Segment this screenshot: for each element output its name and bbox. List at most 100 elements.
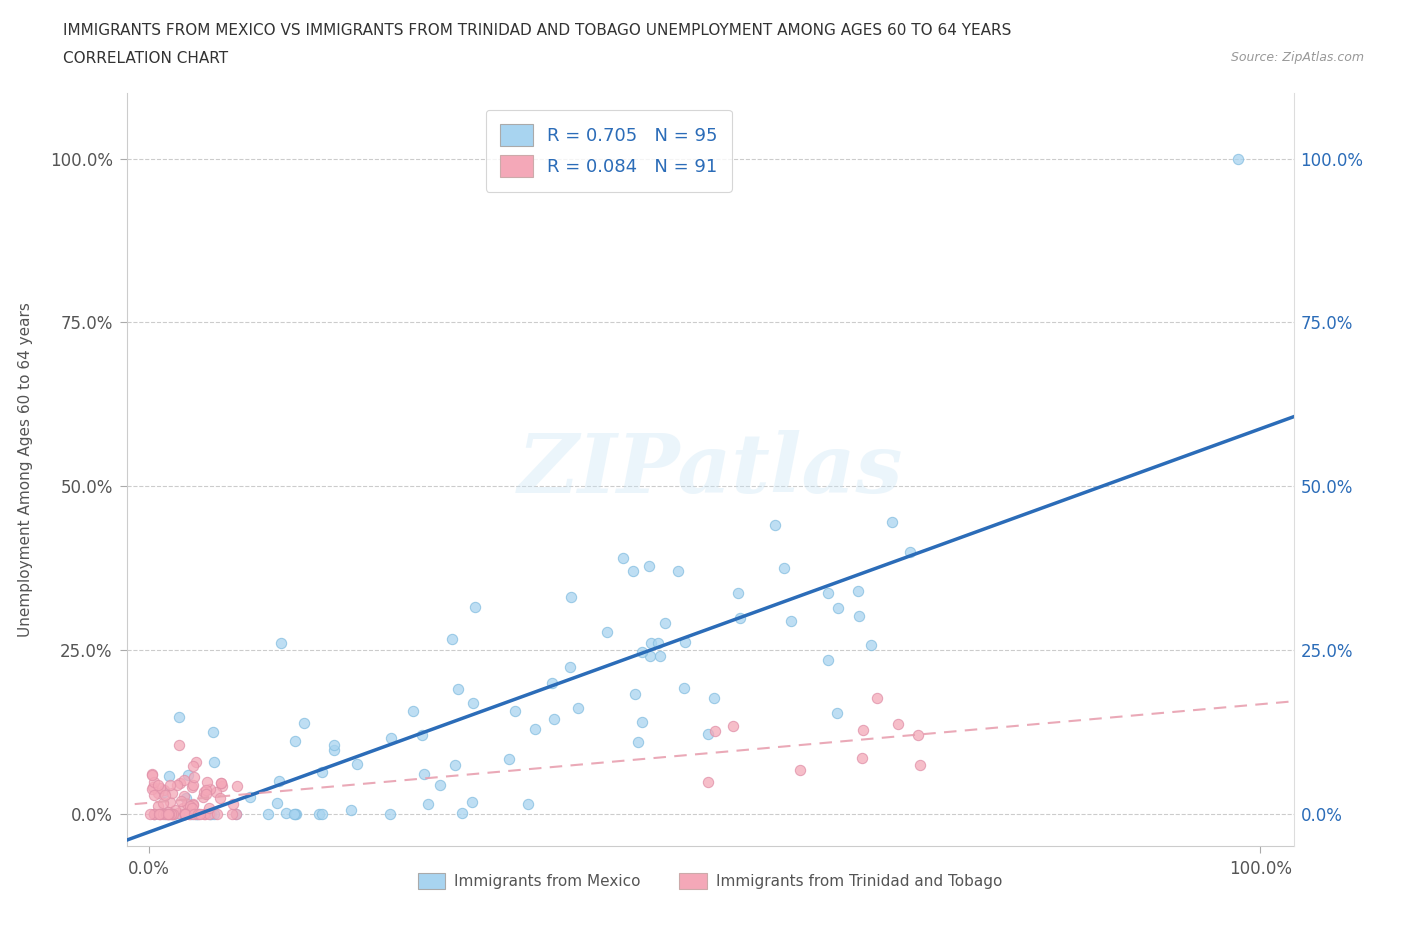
Point (162, 806, 184, 821)
Point (142, 779, 165, 794)
Point (817, 585, 839, 600)
Point (323, 742, 346, 757)
Point (283, 806, 305, 821)
Point (283, 734, 305, 749)
Point (169, 776, 191, 790)
Point (143, 788, 166, 803)
Point (721, 719, 744, 734)
Point (163, 803, 186, 817)
Point (141, 766, 163, 781)
Point (567, 700, 589, 715)
Point (142, 806, 165, 821)
Point (193, 806, 215, 821)
Point (451, 805, 474, 820)
Point (149, 806, 172, 821)
Point (621, 564, 644, 578)
Point (184, 806, 207, 821)
Point (866, 690, 889, 705)
Point (141, 767, 163, 782)
Point (647, 636, 669, 651)
Point (209, 776, 232, 790)
Point (200, 806, 222, 821)
Point (181, 798, 204, 813)
Point (225, 806, 247, 821)
Point (624, 686, 647, 701)
Point (411, 728, 433, 743)
Point (340, 803, 363, 817)
Point (162, 806, 184, 821)
Point (773, 561, 796, 576)
Point (198, 806, 221, 821)
Point (266, 795, 288, 810)
Point (627, 735, 650, 750)
Point (187, 806, 209, 821)
Point (429, 777, 451, 792)
Point (146, 777, 169, 792)
Point (524, 722, 547, 737)
Point (440, 631, 463, 646)
Point (167, 805, 190, 820)
Point (898, 545, 921, 560)
Point (780, 614, 803, 629)
Point (846, 583, 869, 598)
Point (346, 757, 368, 772)
Point (160, 806, 183, 821)
Point (198, 806, 221, 821)
Point (157, 768, 180, 783)
Point (169, 710, 191, 724)
Point (851, 751, 873, 765)
Point (157, 806, 180, 821)
Point (183, 758, 205, 773)
Point (163, 806, 186, 821)
Point (143, 775, 166, 790)
Point (173, 806, 195, 821)
Point (172, 801, 194, 816)
Point (226, 778, 249, 793)
Point (225, 806, 247, 821)
Point (848, 608, 870, 623)
Point (284, 806, 307, 821)
Point (201, 724, 224, 739)
Point (596, 625, 619, 640)
Point (463, 696, 485, 711)
Point (666, 564, 689, 578)
Point (763, 517, 786, 532)
Point (311, 764, 333, 779)
Point (860, 638, 883, 653)
Point (380, 806, 402, 821)
Point (284, 806, 307, 821)
Point (156, 805, 179, 820)
Text: IMMIGRANTS FROM MEXICO VS IMMIGRANTS FROM TRINIDAD AND TOBAGO UNEMPLOYMENT AMONG: IMMIGRANTS FROM MEXICO VS IMMIGRANTS FRO… (63, 23, 1012, 38)
Point (190, 806, 212, 821)
Point (560, 590, 582, 604)
Point (155, 806, 177, 821)
Point (517, 796, 540, 811)
Point (143, 806, 166, 821)
Legend: Immigrants from Mexico, Immigrants from Trinidad and Tobago: Immigrants from Mexico, Immigrants from … (412, 867, 1008, 896)
Point (139, 806, 162, 821)
Point (460, 794, 482, 809)
Point (323, 737, 346, 752)
Point (728, 611, 751, 626)
Point (221, 797, 243, 812)
Point (202, 806, 225, 821)
Point (211, 779, 233, 794)
Point (274, 805, 297, 820)
Point (880, 514, 903, 529)
Point (146, 785, 169, 800)
Point (194, 806, 217, 821)
Text: ZIPatlas: ZIPatlas (517, 430, 903, 510)
Point (654, 615, 676, 630)
Point (174, 806, 197, 821)
Point (166, 778, 188, 793)
Point (159, 794, 181, 809)
Point (402, 704, 425, 719)
Point (198, 801, 221, 816)
Point (638, 558, 661, 573)
Point (910, 758, 932, 773)
Point (176, 796, 198, 811)
Point (638, 649, 661, 664)
Point (308, 806, 330, 821)
Point (143, 806, 166, 821)
Point (173, 806, 195, 821)
